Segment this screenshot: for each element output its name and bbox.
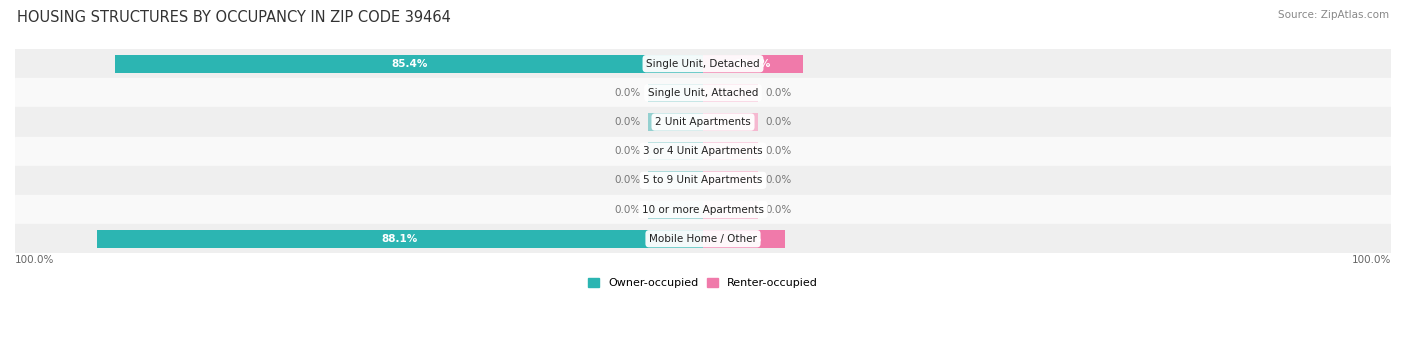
Text: 14.6%: 14.6%: [735, 59, 772, 69]
Text: Mobile Home / Other: Mobile Home / Other: [650, 234, 756, 244]
Text: Source: ZipAtlas.com: Source: ZipAtlas.com: [1278, 10, 1389, 20]
Text: 10 or more Apartments: 10 or more Apartments: [643, 205, 763, 214]
Bar: [648, 171, 703, 190]
Bar: [648, 201, 703, 219]
Text: HOUSING STRUCTURES BY OCCUPANCY IN ZIP CODE 39464: HOUSING STRUCTURES BY OCCUPANCY IN ZIP C…: [17, 10, 451, 25]
Bar: [703, 171, 758, 190]
Bar: [15, 195, 1391, 224]
Text: 100.0%: 100.0%: [15, 255, 55, 265]
Bar: [703, 55, 803, 73]
Text: 0.0%: 0.0%: [765, 205, 792, 214]
Text: 0.0%: 0.0%: [614, 175, 641, 186]
Bar: [15, 137, 1391, 166]
Text: 0.0%: 0.0%: [614, 88, 641, 98]
Text: 100.0%: 100.0%: [1351, 255, 1391, 265]
Bar: [115, 55, 703, 73]
Bar: [15, 78, 1391, 107]
Bar: [15, 107, 1391, 137]
Bar: [648, 84, 703, 102]
Bar: [15, 166, 1391, 195]
Text: 5 to 9 Unit Apartments: 5 to 9 Unit Apartments: [644, 175, 762, 186]
Text: 0.0%: 0.0%: [765, 117, 792, 127]
Text: Single Unit, Detached: Single Unit, Detached: [647, 59, 759, 69]
Text: 0.0%: 0.0%: [765, 146, 792, 156]
Text: 0.0%: 0.0%: [765, 88, 792, 98]
Text: 3 or 4 Unit Apartments: 3 or 4 Unit Apartments: [643, 146, 763, 156]
Bar: [648, 142, 703, 160]
Bar: [703, 113, 758, 131]
Legend: Owner-occupied, Renter-occupied: Owner-occupied, Renter-occupied: [583, 273, 823, 293]
Text: Single Unit, Attached: Single Unit, Attached: [648, 88, 758, 98]
Text: 85.4%: 85.4%: [391, 59, 427, 69]
Text: 11.9%: 11.9%: [725, 234, 762, 244]
Bar: [15, 224, 1391, 253]
Bar: [97, 230, 703, 248]
Bar: [15, 49, 1391, 78]
Bar: [703, 230, 785, 248]
Text: 88.1%: 88.1%: [382, 234, 418, 244]
Text: 0.0%: 0.0%: [765, 175, 792, 186]
Text: 2 Unit Apartments: 2 Unit Apartments: [655, 117, 751, 127]
Text: 0.0%: 0.0%: [614, 205, 641, 214]
Text: 0.0%: 0.0%: [614, 117, 641, 127]
Bar: [703, 142, 758, 160]
Bar: [703, 84, 758, 102]
Bar: [648, 113, 703, 131]
Bar: [703, 201, 758, 219]
Text: 0.0%: 0.0%: [614, 146, 641, 156]
